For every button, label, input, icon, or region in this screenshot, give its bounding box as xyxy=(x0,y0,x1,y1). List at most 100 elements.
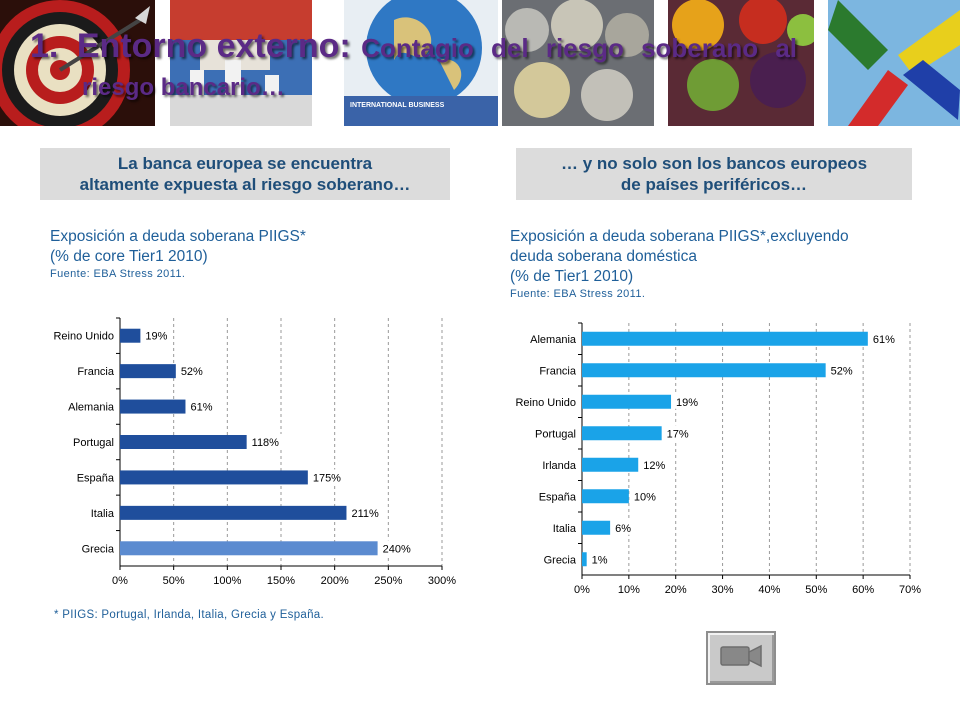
left-chart-data-label: 118% xyxy=(252,437,280,449)
left-header: La banca europea se encuentra altamente … xyxy=(40,148,450,200)
right-chart-category-label: España xyxy=(539,491,577,503)
left-chart-category-label: Reino Unido xyxy=(53,331,114,343)
left-chart-tick-label: 250% xyxy=(374,575,402,587)
right-chart-bar xyxy=(582,363,826,378)
left-chart-data-label-bg xyxy=(249,434,282,449)
right-caption-line2: deuda soberana doméstica xyxy=(510,248,697,265)
right-chart-bar xyxy=(582,426,662,441)
right-chart-caption: Exposición a deuda soberana PIIGS*,exclu… xyxy=(510,227,849,301)
left-chart-data-label: 61% xyxy=(190,402,212,414)
title-part2: Contagio del riesgo soberano al xyxy=(361,33,798,63)
right-chart-data-label: 61% xyxy=(873,334,895,346)
video-nav-button[interactable] xyxy=(706,631,776,685)
right-header: … y no solo son los bancos europeos de p… xyxy=(516,148,912,200)
left-chart-data-label-bg xyxy=(188,398,214,414)
left-chart-data-label: 175% xyxy=(313,472,341,484)
right-chart-tick-label: 60% xyxy=(852,584,874,596)
left-chart-data-label-bg xyxy=(143,327,169,343)
page-title: 1. Entorno externo: Contagio del riesgo … xyxy=(30,24,950,75)
left-chart-bar xyxy=(120,435,247,449)
right-chart-tick-label: 0% xyxy=(574,584,590,596)
right-chart-bar xyxy=(582,520,611,535)
left-bar-chart: 0% 50% 100% 150% 200% 250% 300% Reino Unido 19% F… xyxy=(53,317,456,587)
right-chart-bar xyxy=(582,489,629,504)
right-chart-bar xyxy=(582,394,672,409)
left-chart-tick-label: 200% xyxy=(321,575,349,587)
left-chart-data-label-bg xyxy=(349,504,382,520)
left-chart-data-label: 19% xyxy=(145,331,167,343)
right-chart-tick-label: 30% xyxy=(712,584,734,596)
dartboard-photo xyxy=(0,0,155,126)
chess-photo xyxy=(170,0,312,126)
left-chart-bar xyxy=(120,505,347,520)
left-chart-bar xyxy=(120,328,141,343)
left-chart-bar xyxy=(120,399,186,414)
right-chart-data-label: 52% xyxy=(831,365,853,377)
right-chart-data-label-bg xyxy=(631,488,657,504)
right-chart-data-label-bg xyxy=(828,362,854,378)
right-chart-data-label-bg xyxy=(589,551,608,567)
left-chart-category-label: Francia xyxy=(77,366,115,378)
left-chart-tick-label: 50% xyxy=(163,575,185,587)
right-chart-category-label: Alemania xyxy=(530,334,577,346)
right-chart-tick-label: 50% xyxy=(805,584,827,596)
right-chart-data-label: 17% xyxy=(667,428,689,440)
left-chart-category-label: Portugal xyxy=(73,437,114,449)
title-part1: Entorno externo: xyxy=(76,27,351,65)
left-caption-line2: (% de core Tier1 2010) xyxy=(50,248,208,265)
right-chart-data-label-bg xyxy=(674,393,700,409)
right-chart-data-label: 1% xyxy=(592,554,608,566)
left-chart-data-label: 240% xyxy=(383,543,411,555)
left-chart-tick-label: 100% xyxy=(213,575,241,587)
right-caption-source: Fuente: EBA Stress 2011. xyxy=(510,288,646,300)
left-chart-tick-label: 0% xyxy=(112,575,128,587)
right-chart-tick-label: 10% xyxy=(618,584,640,596)
right-chart-tick-label: 70% xyxy=(899,584,921,596)
left-chart-category-label: Alemania xyxy=(68,402,115,414)
coins-photo xyxy=(502,0,654,126)
right-chart-bar xyxy=(582,457,639,472)
right-chart-data-label: 19% xyxy=(676,397,698,409)
right-chart-category-label: Italia xyxy=(553,523,577,535)
right-chart-category-label: Irlanda xyxy=(542,460,577,472)
left-chart-category-label: Italia xyxy=(91,508,115,520)
right-chart-tick-label: 40% xyxy=(758,584,780,596)
left-chart-bar xyxy=(120,470,308,485)
camera-icon xyxy=(718,643,764,674)
right-chart-category-label: Francia xyxy=(539,365,577,377)
left-header-line2: altamente expuesta al riesgo soberano… xyxy=(79,175,411,194)
title-line2: riesgo bancario… xyxy=(82,74,285,101)
left-caption-source: Fuente: EBA Stress 2011. xyxy=(50,268,186,280)
right-chart-category-label: Portugal xyxy=(535,428,576,440)
right-chart-data-label: 12% xyxy=(643,460,665,472)
right-chart-data-label-bg xyxy=(664,425,690,441)
left-chart-data-label: 52% xyxy=(181,366,203,378)
globe-photo: INTERNATIONAL BUSINESS xyxy=(344,0,498,126)
right-chart-data-label-bg xyxy=(870,330,896,346)
left-chart-category-label: Grecia xyxy=(82,543,115,555)
left-chart-caption: Exposición a deuda soberana PIIGS* (% de… xyxy=(50,227,306,281)
title-number: 1. xyxy=(30,27,59,65)
right-chart-data-label: 10% xyxy=(634,491,656,503)
header-banner: INTERNATIONAL BUSINESS 1. Entorn xyxy=(0,0,960,126)
left-caption-line1: Exposición a deuda soberana PIIGS* xyxy=(50,228,306,245)
right-bar-chart: 0% 10% 20% 30% 40% 50% 60% 70% Alemania 61% Franci… xyxy=(515,322,921,596)
right-chart-data-label-bg xyxy=(613,519,632,535)
right-chart-bar xyxy=(582,331,868,346)
vegetables-photo xyxy=(668,0,814,126)
right-chart-data-label: 6% xyxy=(615,523,631,535)
left-chart-bar xyxy=(120,364,176,379)
left-chart-data-label-bg xyxy=(178,363,204,379)
left-chart-bar xyxy=(120,541,378,556)
left-header-line1: La banca europea se encuentra xyxy=(117,154,373,173)
hands-photo xyxy=(828,0,960,126)
right-chart-category-label: Grecia xyxy=(544,554,577,566)
right-caption-line3: (% de Tier1 2010) xyxy=(510,268,634,285)
right-chart-bar xyxy=(582,552,587,567)
right-header-line2: de países periféricos… xyxy=(620,175,808,194)
right-chart-data-label-bg xyxy=(641,456,667,472)
footnote: * PIIGS: Portugal, Irlanda, Italia, Grec… xyxy=(54,609,325,621)
left-chart-tick-label: 150% xyxy=(267,575,295,587)
right-chart-category-label: Reino Unido xyxy=(515,397,576,409)
left-chart-data-label-bg xyxy=(380,540,413,556)
